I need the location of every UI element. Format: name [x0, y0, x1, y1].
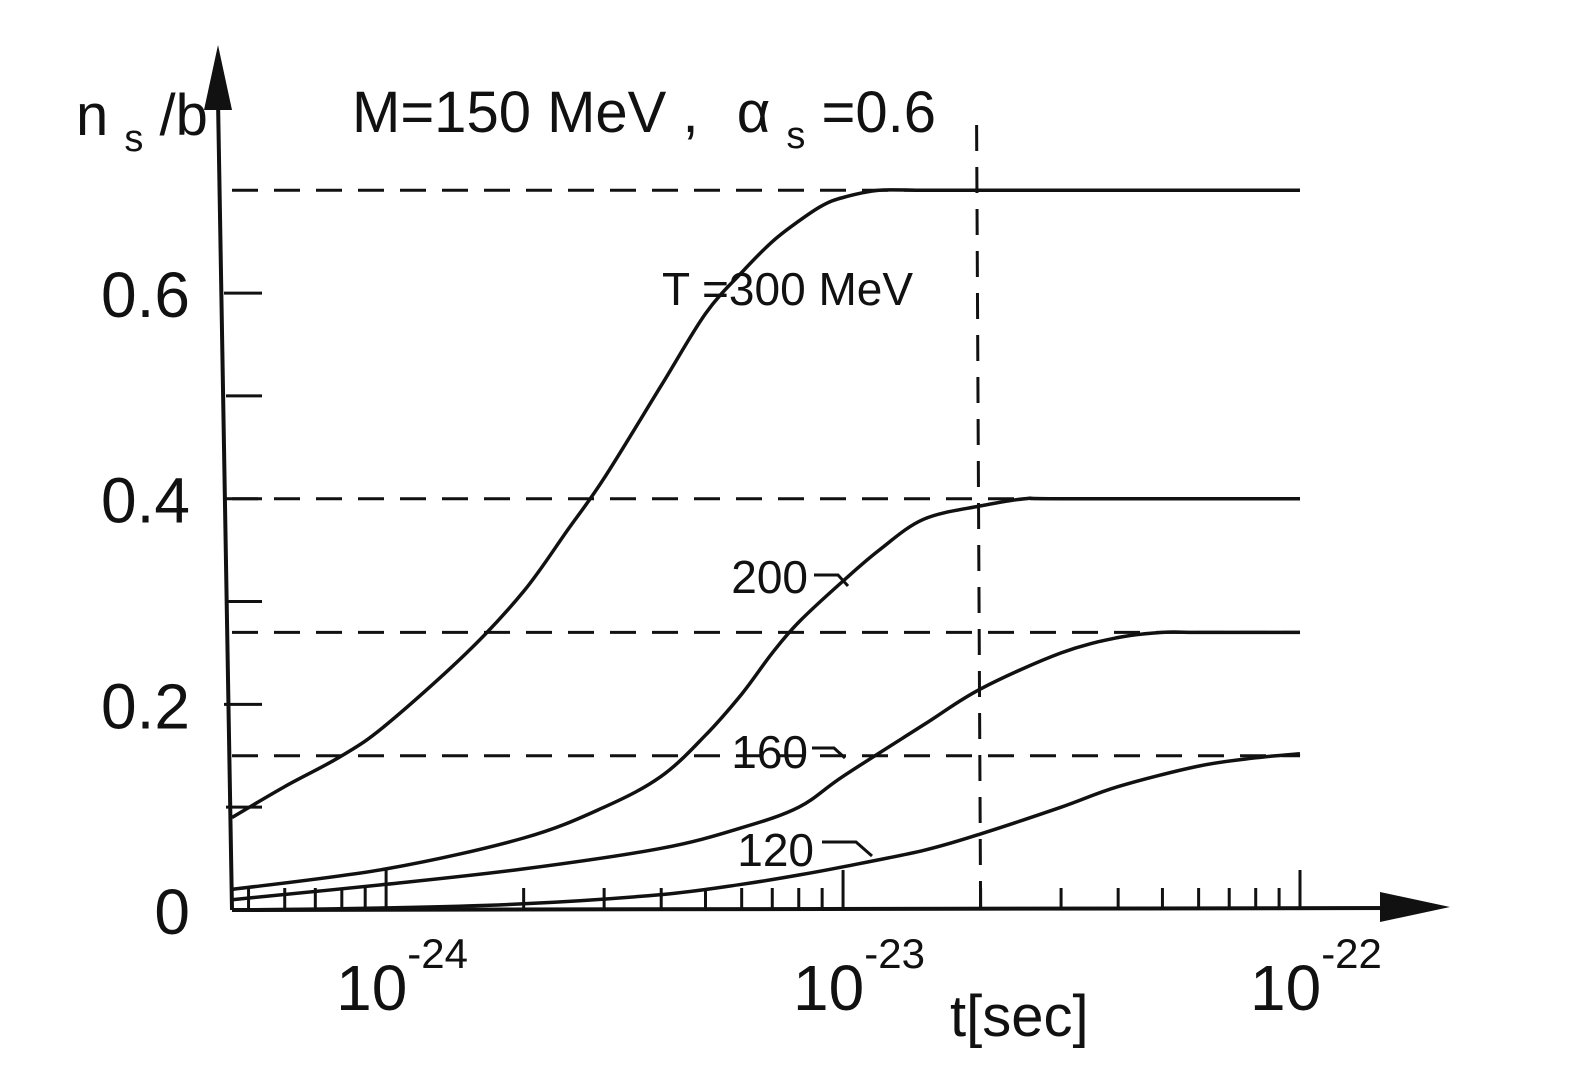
series-line-200: [231, 496, 1300, 892]
x-tick-label: 10-22: [1250, 930, 1382, 1024]
y-axis-arrow: [204, 45, 232, 110]
x-tick-base: 10: [336, 952, 407, 1024]
x-axis-label: t[sec]: [950, 984, 1089, 1049]
ylabel-n: n: [76, 83, 108, 148]
x-axis-arrow: [1380, 892, 1450, 922]
series-group: [231, 188, 1301, 912]
reference-time-line: [975, 124, 983, 911]
equilibrium-reference-lines: [232, 124, 1300, 911]
ylabel-rest: /b: [160, 83, 208, 148]
ylabel-subscript: s: [124, 118, 143, 160]
y-axis-ticks: 0 0.2 0.4 0.6: [101, 259, 262, 948]
curve-label-pointer: [812, 746, 847, 760]
y-tick-label: 0: [154, 876, 190, 948]
title-alpha-symbol: α: [737, 80, 771, 145]
x-tick-base: 10: [1250, 952, 1321, 1024]
curve-label-2: 160: [731, 726, 808, 778]
curve-labels: T =300 MeV 200 160 120: [662, 263, 913, 876]
y-tick-label: 0.2: [101, 670, 190, 742]
title-mass: M=150 MeV ,: [352, 80, 699, 145]
x-tick-base: 10: [793, 952, 864, 1024]
curve-label-0: T =300 MeV: [662, 263, 913, 315]
curve-label-3: 120: [737, 824, 814, 876]
chart-title: M=150 MeV , α s =0.6: [352, 80, 936, 161]
axes: [204, 45, 1450, 922]
x-axis-ticks: 10-24 10-23 10-22: [247, 870, 1382, 1024]
x-tick-exponent: -22: [1321, 930, 1382, 977]
curve-label-pointer: [814, 573, 850, 588]
series-line-t-300-mev: [231, 188, 1300, 820]
series-line-160: [231, 630, 1300, 902]
x-tick-label: 10-23: [793, 930, 925, 1024]
series-line-120: [231, 751, 1301, 912]
curve-label-1: 200: [731, 551, 808, 603]
y-axis-label: n s /b: [76, 83, 208, 164]
x-axis-line: [231, 906, 1401, 912]
y-tick-label: 0.4: [101, 465, 190, 537]
curve-label-pointer: [822, 840, 873, 858]
y-tick-label: 0.6: [101, 259, 190, 331]
title-alpha-value: =0.6: [821, 80, 936, 145]
x-tick-label: 10-24: [336, 930, 468, 1024]
y-axis-line: [216, 99, 234, 911]
title-alpha-subscript: s: [786, 115, 805, 157]
x-tick-exponent: -24: [407, 930, 468, 977]
x-tick-exponent: -23: [864, 930, 925, 977]
